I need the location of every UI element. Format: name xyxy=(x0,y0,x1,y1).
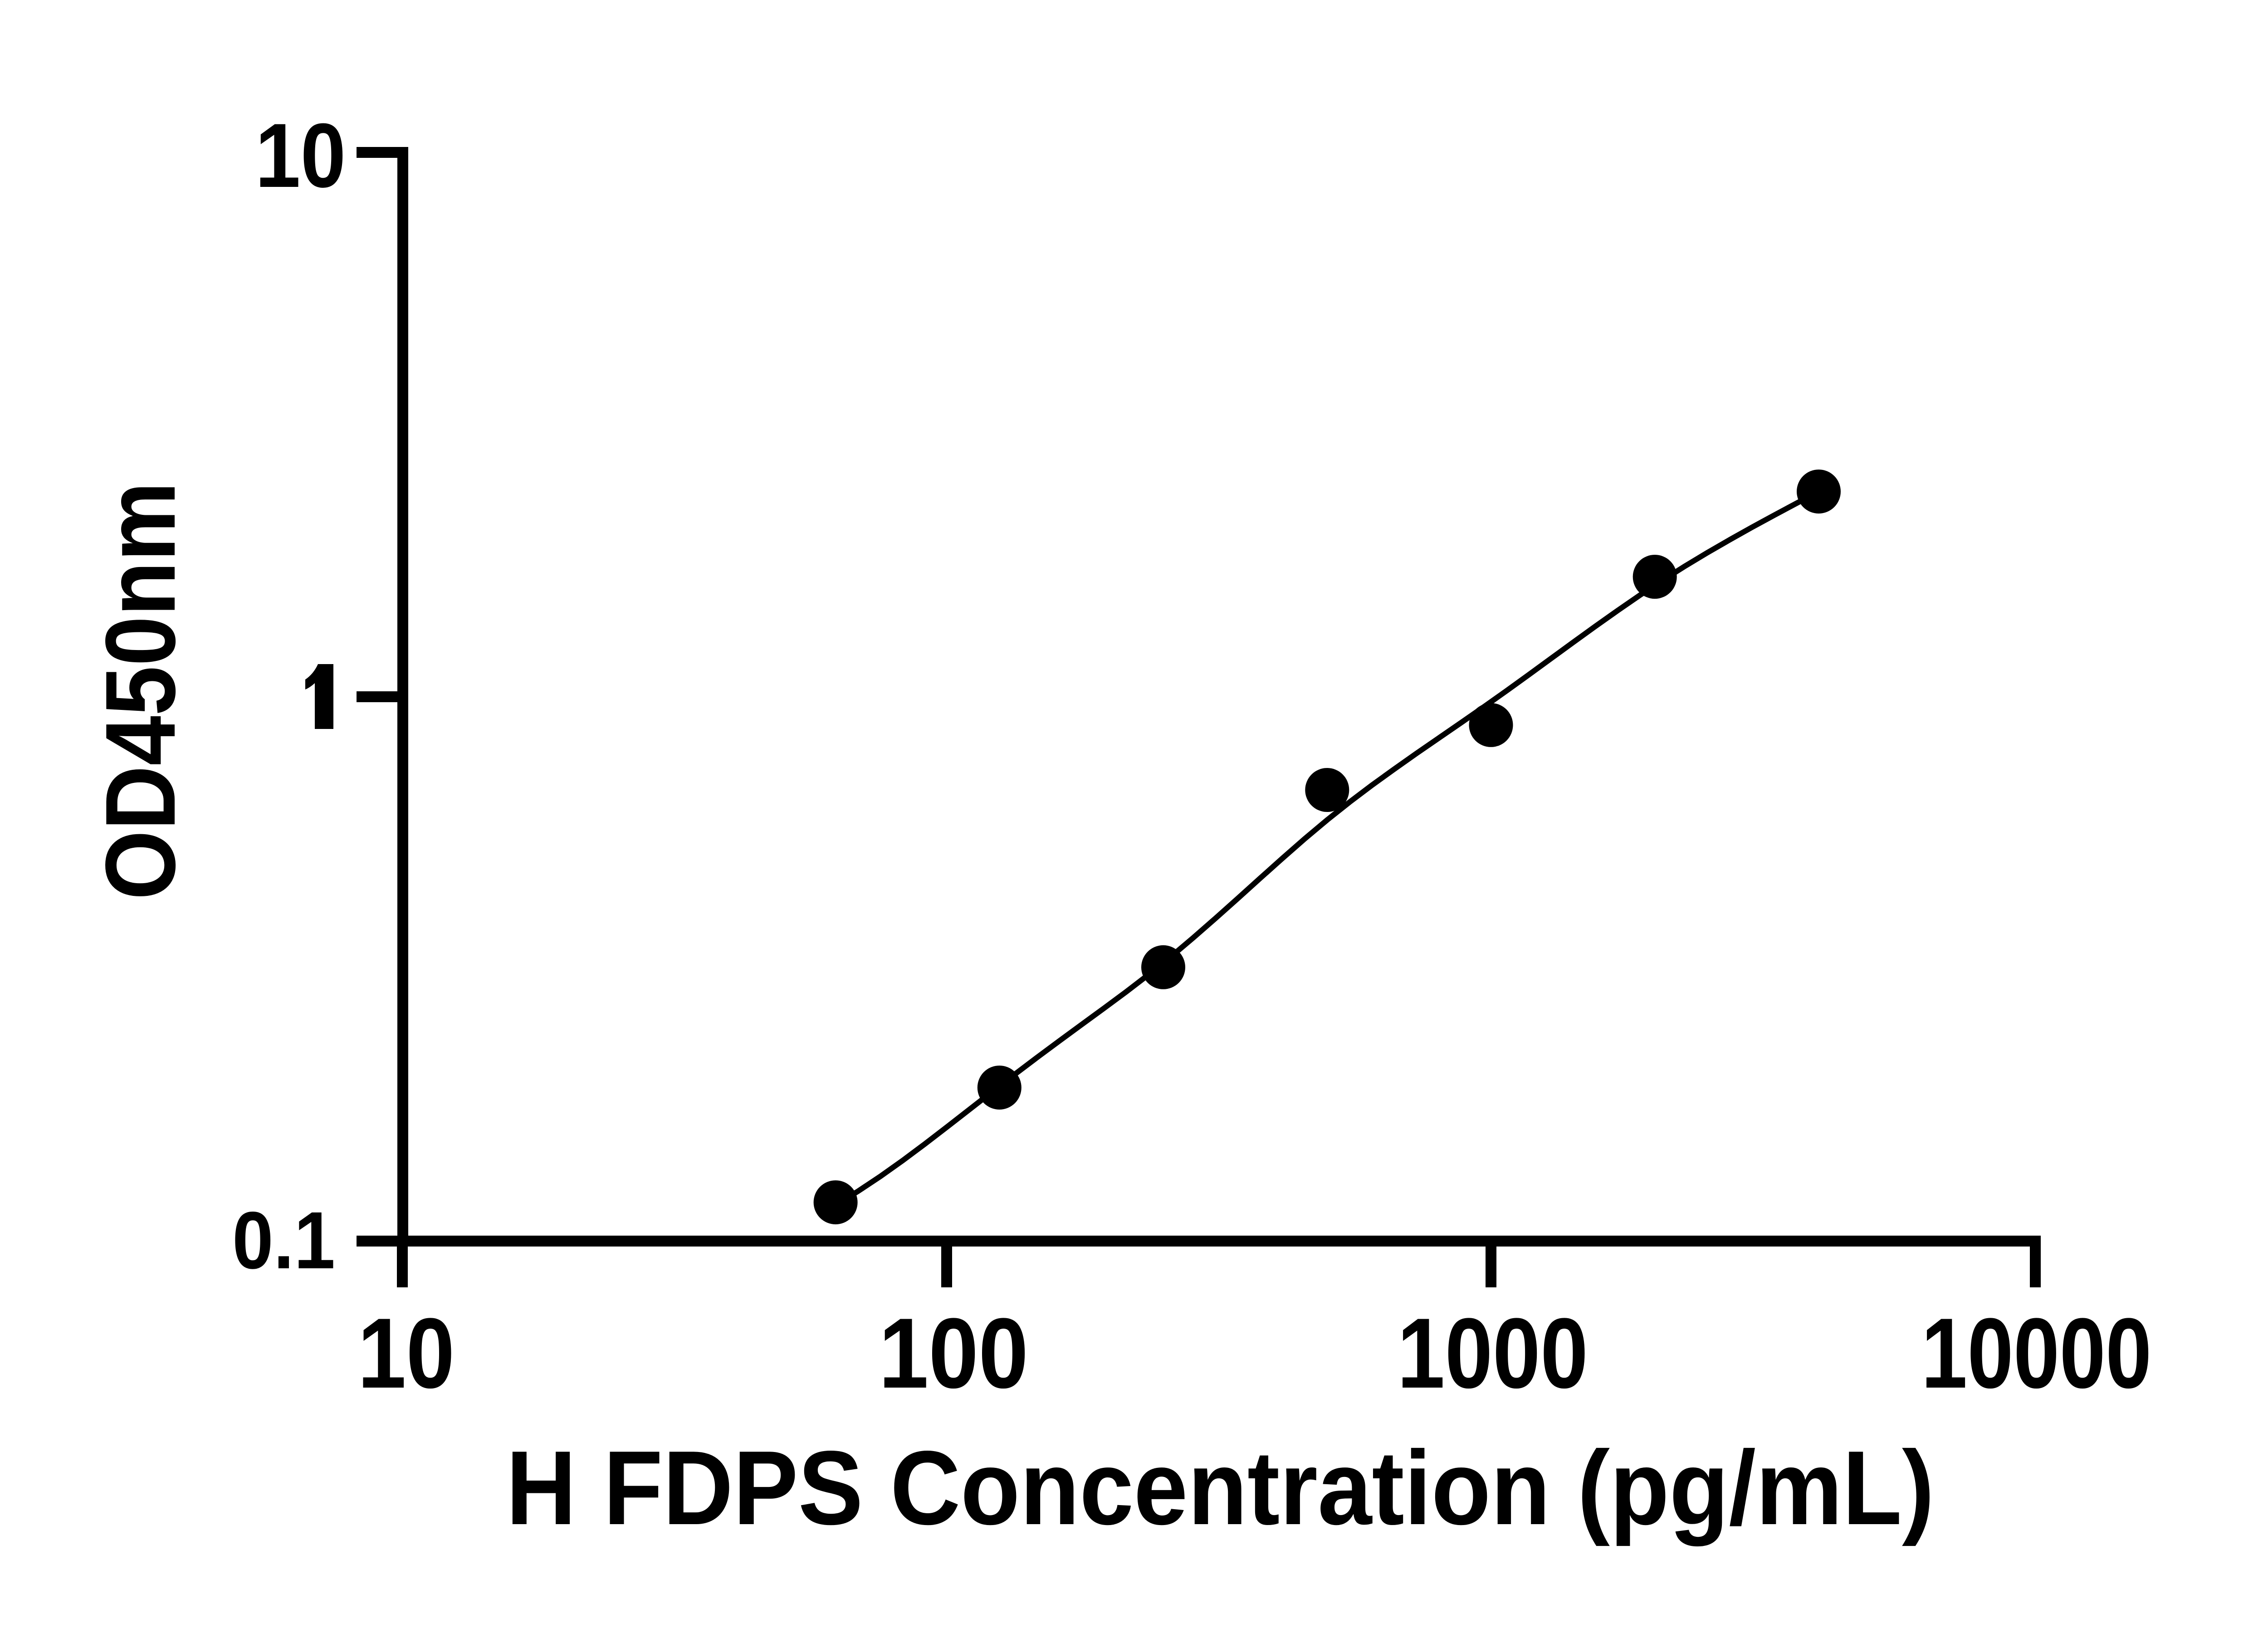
svg-text:OD450nm: OD450nm xyxy=(85,482,196,900)
svg-text:10: 10 xyxy=(357,1297,455,1409)
svg-text:10: 10 xyxy=(255,104,346,206)
svg-text:1000: 1000 xyxy=(1397,1297,1588,1409)
svg-text:10000: 10000 xyxy=(1921,1297,2152,1409)
svg-text:H FDPS Concentration (pg/mL): H FDPS Concentration (pg/mL) xyxy=(506,1429,1935,1547)
svg-text:0.1: 0.1 xyxy=(232,1195,335,1286)
svg-text:100: 100 xyxy=(879,1297,1028,1409)
